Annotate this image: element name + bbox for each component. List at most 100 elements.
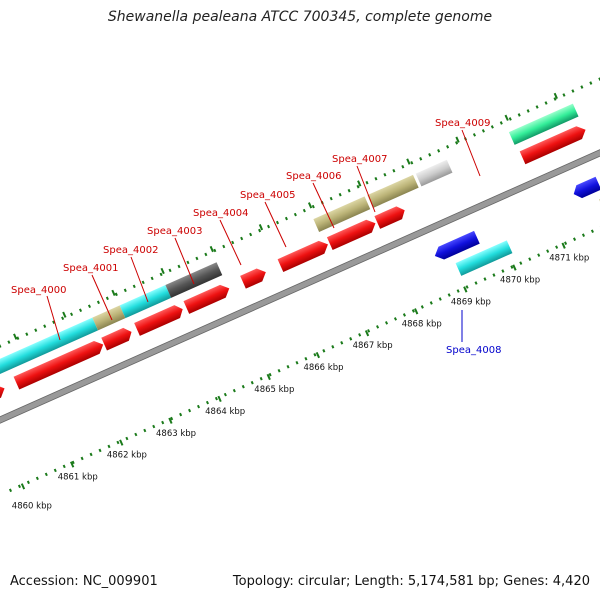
ruler-dot <box>232 388 236 393</box>
map-title: Shewanella pealeana ATCC 700345, complet… <box>107 9 493 25</box>
gene-label[interactable]: Spea_4005 <box>240 190 295 201</box>
ruler-dot <box>159 272 163 277</box>
ruler-major-tick <box>357 180 362 187</box>
inner-ruler <box>8 225 600 493</box>
ruler-dot <box>195 256 199 261</box>
gene-leader-line <box>46 295 61 341</box>
cyan-feature[interactable] <box>455 240 513 276</box>
ruler-dot <box>168 268 172 273</box>
ruler-dot <box>141 280 145 285</box>
ruler-dot <box>526 109 530 113</box>
gene-leader-line <box>461 129 481 177</box>
ruler-major-tick <box>463 286 468 293</box>
ruler-dot <box>79 308 83 313</box>
ruler-dot <box>267 224 271 229</box>
kbp-tick-label: 4866 kbp <box>303 363 343 373</box>
ruler-dot <box>508 117 512 121</box>
ruler-major-tick <box>119 439 124 446</box>
gene-label[interactable]: Spea_4001 <box>63 263 118 274</box>
feature-track <box>0 103 600 414</box>
cds-arrow[interactable] <box>101 325 134 351</box>
ruler-dot <box>17 484 21 489</box>
cds-arrow[interactable] <box>183 282 232 314</box>
cyan-feature[interactable] <box>0 317 99 394</box>
spring-green-feature[interactable] <box>508 103 579 145</box>
gene-label[interactable]: Spea_4008 <box>446 345 501 356</box>
kbp-tick-label: 4864 kbp <box>205 407 245 417</box>
genome-summary: Topology: circular; Length: 5,174,581 bp… <box>232 574 590 589</box>
ruler-dot <box>188 408 192 413</box>
gene-label[interactable]: Spea_4002 <box>103 245 158 256</box>
gene-label[interactable]: Spea_4000 <box>11 285 66 296</box>
cds-arrow[interactable] <box>326 217 378 251</box>
ruler-dot <box>170 416 174 421</box>
ruler-major-tick <box>168 417 173 424</box>
kbp-tick-label: 4871 kbp <box>549 254 589 264</box>
ruler-dot <box>223 392 227 397</box>
ruler-dot <box>205 400 209 405</box>
ruler-dot <box>367 329 371 333</box>
ruler-dot <box>123 288 127 293</box>
ruler-dot <box>143 428 147 433</box>
ruler-dot <box>374 176 378 181</box>
gene-label[interactable]: Spea_4004 <box>193 208 248 219</box>
reverse-cds-arrow[interactable] <box>432 230 480 262</box>
ruler-dot <box>8 488 13 493</box>
kbp-tick-label: 4863 kbp <box>156 429 196 439</box>
cds-arrow[interactable] <box>0 382 7 414</box>
ruler-dot <box>249 232 253 237</box>
ruler-dot <box>302 208 306 213</box>
cds-arrow[interactable] <box>277 238 331 272</box>
ruler-dot <box>52 320 56 324</box>
cds-arrow[interactable] <box>134 303 185 336</box>
ruler-dot <box>80 456 84 461</box>
ruler-dot <box>571 89 575 93</box>
dark-gray-feature[interactable] <box>165 262 223 298</box>
ruler-major-tick <box>315 351 321 359</box>
ruler-dot <box>125 436 129 441</box>
gene-label[interactable]: Spea_4003 <box>147 226 202 237</box>
ruler-dot <box>401 164 405 169</box>
reverse-cds-arrow[interactable] <box>571 176 600 201</box>
ruler-dot <box>483 277 487 281</box>
ruler-dot <box>376 325 380 329</box>
kbp-tick-label: 4860 kbp <box>12 502 52 512</box>
ruler-dot <box>53 468 57 473</box>
gene-label[interactable]: Spea_4006 <box>286 171 341 182</box>
ruler-dot <box>528 257 532 261</box>
ruler-dot <box>61 316 65 321</box>
ruler-dot <box>573 237 577 241</box>
ruler-dot <box>43 324 47 328</box>
ruler-dot <box>420 305 424 309</box>
cds-arrow[interactable] <box>240 266 269 289</box>
ruler-major-tick <box>258 224 264 231</box>
ruler-dot <box>338 192 342 197</box>
olive-feature[interactable] <box>92 305 126 331</box>
olive-feature[interactable] <box>313 196 371 232</box>
ruler-dot <box>544 101 548 105</box>
ruler-dot <box>429 301 433 305</box>
kbp-tick-label: 4868 kbp <box>402 319 442 329</box>
ruler-dot <box>0 344 2 348</box>
ruler-dot <box>562 93 566 97</box>
ruler-dot <box>313 353 317 357</box>
ruler-dot <box>481 129 485 133</box>
cds-arrow[interactable] <box>374 204 407 229</box>
olive-feature[interactable] <box>367 174 419 208</box>
ruler-dot <box>277 368 281 373</box>
gene-label[interactable]: Spea_4007 <box>332 154 387 165</box>
ruler-dot <box>7 340 11 344</box>
cyan-feature[interactable] <box>119 285 172 319</box>
ruler-major-tick <box>20 483 26 490</box>
ruler-dot <box>393 317 397 321</box>
cds-arrow[interactable] <box>13 338 106 390</box>
gene-label[interactable]: Spea_4009 <box>435 118 490 129</box>
light-gray-feature[interactable] <box>415 159 453 187</box>
ruler-major-tick <box>62 311 67 318</box>
cds-arrow[interactable] <box>519 123 589 165</box>
ruler-dot <box>437 149 441 153</box>
kbp-tick-label: 4861 kbp <box>58 473 98 483</box>
ruler-dot <box>114 292 118 297</box>
ruler-dot <box>62 464 66 469</box>
kbp-tick-label: 4870 kbp <box>500 276 540 286</box>
